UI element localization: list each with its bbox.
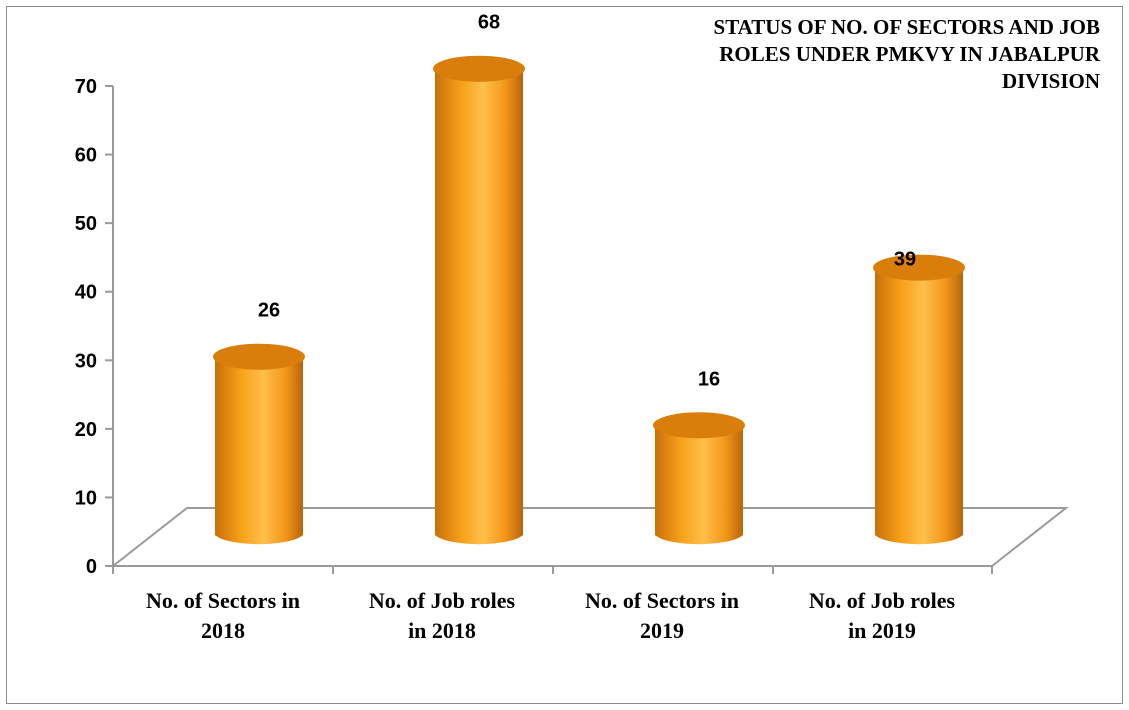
bar (215, 356, 303, 545)
bar (875, 267, 963, 545)
category-label: in 2019 (848, 618, 916, 643)
chart-title: STATUS OF NO. OF SECTORS AND JOB ROLES U… (713, 15, 1100, 93)
bar-top (213, 343, 305, 370)
category-label: in 2018 (408, 618, 476, 643)
category-label: No. of Sectors in (146, 588, 300, 613)
y-tick-label: 60 (75, 145, 97, 167)
category-label: 2018 (201, 618, 245, 643)
category-label: 2019 (640, 618, 684, 643)
category-label: No. of Sectors in (585, 588, 739, 613)
data-labels: 26 68 16 39 (258, 12, 916, 391)
data-label: 39 (894, 249, 916, 271)
y-axis-ticks: 0 10 20 30 40 50 60 70 (75, 76, 113, 578)
bar (655, 425, 743, 545)
y-tick-label: 10 (75, 487, 97, 509)
y-tick-label: 30 (75, 350, 97, 372)
data-label: 16 (698, 368, 720, 390)
category-label: No. of Job roles (809, 588, 956, 613)
bar-top (653, 412, 745, 439)
axes (110, 86, 1069, 574)
bar (435, 68, 523, 545)
y-tick-label: 20 (75, 419, 97, 441)
y-tick-label: 70 (75, 76, 97, 98)
floor-plane (110, 507, 1069, 567)
y-tick-label: 50 (75, 213, 97, 235)
bar-top (873, 254, 965, 281)
category-label: No. of Job roles (369, 588, 516, 613)
bars (213, 55, 965, 545)
y-tick-label: 0 (86, 556, 97, 578)
data-label: 26 (258, 300, 280, 322)
bar-top (433, 55, 525, 82)
category-labels: No. of Sectors in 2018 No. of Job roles in … (146, 588, 956, 643)
data-label: 68 (478, 12, 500, 34)
y-tick-label: 40 (75, 282, 97, 304)
